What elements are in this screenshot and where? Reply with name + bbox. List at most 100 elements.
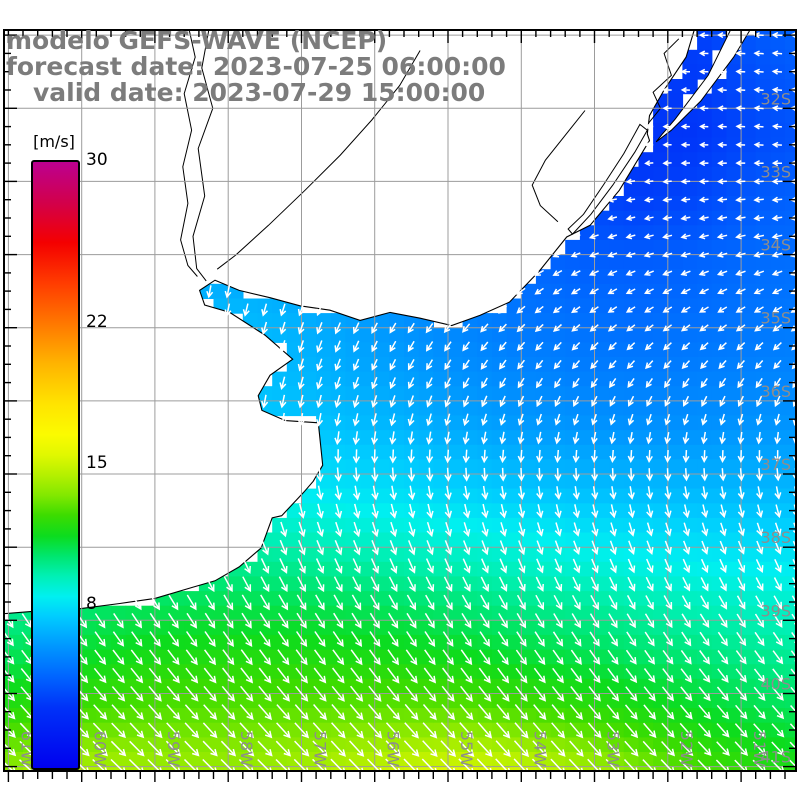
wave-cell xyxy=(711,517,727,534)
wave-cell xyxy=(506,517,522,534)
wave-cell xyxy=(316,313,332,329)
wave-cell xyxy=(785,488,796,504)
wind-arrow xyxy=(481,395,488,408)
wind-arrow xyxy=(458,740,475,758)
wave-cell xyxy=(682,678,698,694)
wind-arrow xyxy=(646,413,653,426)
wind-arrow xyxy=(204,612,216,629)
wave-cell xyxy=(242,693,259,709)
wave-cell xyxy=(609,678,625,694)
wave-cell xyxy=(770,459,786,475)
wind-arrow xyxy=(257,758,272,771)
wind-arrow xyxy=(389,503,398,519)
wind-arrow xyxy=(148,704,163,720)
wave-cell xyxy=(623,459,640,475)
wind-arrow xyxy=(661,251,673,258)
wave-cell xyxy=(741,239,757,256)
wave-cell xyxy=(579,634,596,651)
wind-arrow xyxy=(553,341,562,351)
wave-cell xyxy=(741,503,757,519)
wind-arrow xyxy=(645,595,654,610)
wind-arrow xyxy=(496,685,510,702)
wind-arrow xyxy=(774,558,782,573)
wind-arrow xyxy=(753,686,766,702)
wave-cell xyxy=(770,386,786,402)
wind-arrow xyxy=(536,413,543,426)
wave-cell xyxy=(228,634,244,651)
wave-cell xyxy=(506,693,522,709)
wind-arrow xyxy=(297,321,305,335)
wave-cell xyxy=(697,254,713,270)
wind-arrow xyxy=(554,377,562,389)
wind-arrow xyxy=(405,649,418,666)
wind-arrow xyxy=(606,722,620,739)
wind-arrow xyxy=(736,360,745,370)
wind-arrow xyxy=(772,324,783,332)
wave-cell xyxy=(579,386,596,402)
wave-cell xyxy=(433,649,449,665)
wave-cell xyxy=(374,386,390,402)
wind-arrow xyxy=(627,468,635,482)
wave-cell xyxy=(360,605,376,621)
wave-cell xyxy=(521,634,537,651)
wind-arrow xyxy=(570,686,583,702)
wave-cell xyxy=(389,386,405,402)
wind-arrow xyxy=(426,521,434,538)
wave-cell xyxy=(594,327,610,343)
wave-cell xyxy=(565,400,581,417)
wind-arrow xyxy=(716,233,728,240)
wave-cell xyxy=(623,400,640,417)
wind-arrow xyxy=(756,486,764,500)
wave-cell xyxy=(404,664,420,680)
wave-cell xyxy=(535,459,552,475)
wind-arrow xyxy=(699,324,709,332)
wave-cell xyxy=(140,693,156,709)
wind-arrow xyxy=(316,303,323,317)
wave-cell xyxy=(140,708,156,724)
axis-ticks xyxy=(3,29,797,782)
wave-cell xyxy=(623,605,640,621)
wave-cell xyxy=(535,752,552,768)
wave-cell xyxy=(711,766,727,771)
wave-cell xyxy=(374,664,390,680)
wind-arrow xyxy=(719,468,727,482)
wave-cell xyxy=(360,430,376,446)
wave-cell xyxy=(770,196,786,212)
wind-arrow xyxy=(625,270,636,276)
wave-cell xyxy=(741,678,757,694)
wave-cell xyxy=(638,181,654,197)
wave-cell xyxy=(726,93,742,109)
wave-cell xyxy=(550,664,566,680)
wind-arrow xyxy=(370,576,380,593)
wind-arrow xyxy=(735,650,747,665)
wave-cell xyxy=(418,708,434,724)
wave-cell xyxy=(594,766,610,771)
wind-arrow xyxy=(183,758,199,771)
wave-cell xyxy=(623,254,640,270)
wave-cell xyxy=(491,357,508,373)
wind-arrow xyxy=(387,649,399,666)
wave-cell xyxy=(697,605,713,621)
wind-arrow xyxy=(536,395,543,408)
wave-cell xyxy=(682,181,698,197)
wind-arrow xyxy=(348,758,364,771)
wind-arrow xyxy=(167,649,180,666)
wave-cell xyxy=(418,605,434,621)
wind-arrow xyxy=(645,360,654,370)
wave-cell xyxy=(726,137,742,153)
wind-arrow xyxy=(626,342,636,351)
wind-arrow xyxy=(297,394,305,409)
wave-cell xyxy=(404,708,420,724)
wave-cell xyxy=(521,371,537,387)
wave-cell xyxy=(242,678,259,694)
wind-arrow xyxy=(223,576,233,593)
wave-cell xyxy=(272,591,288,607)
wind-arrow xyxy=(773,359,782,370)
wind-arrow xyxy=(407,359,415,371)
wind-arrow xyxy=(737,540,746,555)
wave-cell xyxy=(360,357,376,373)
wind-arrow xyxy=(92,722,108,739)
wind-arrow xyxy=(644,178,654,185)
wind-arrow xyxy=(588,686,601,702)
wind-arrow xyxy=(167,612,179,629)
